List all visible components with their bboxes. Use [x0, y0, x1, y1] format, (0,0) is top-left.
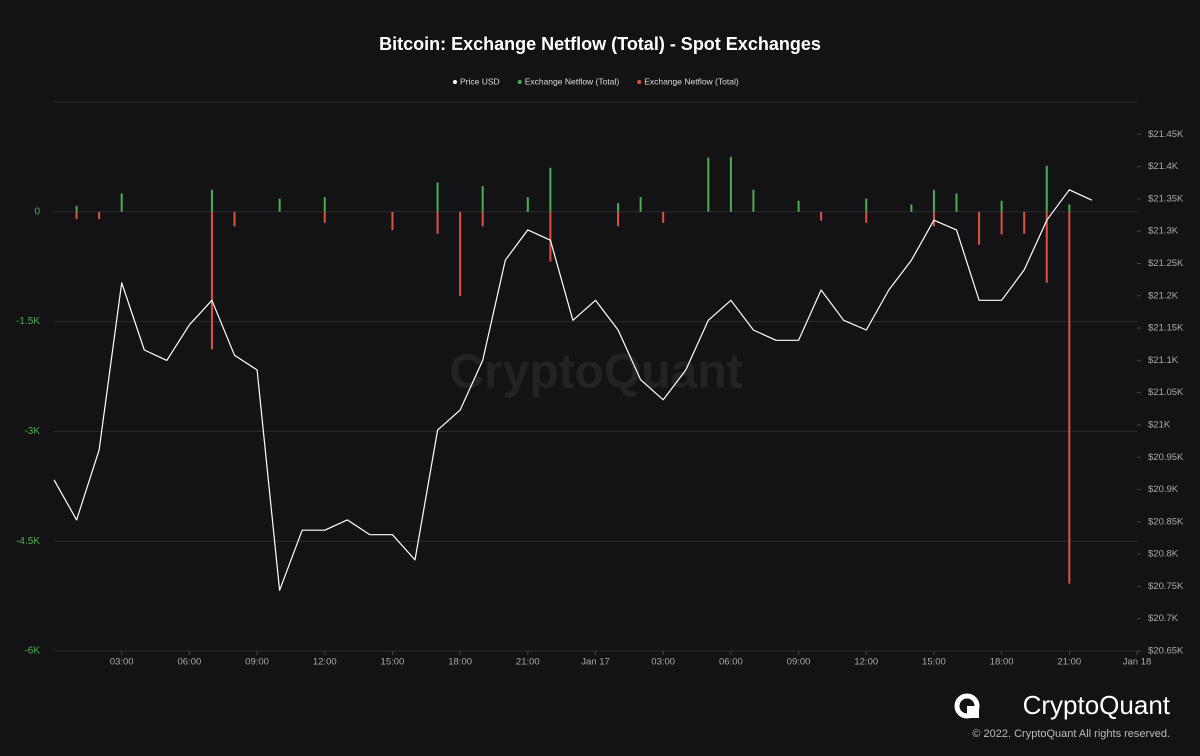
netflow-bar [932, 211, 935, 227]
netflow-bar [932, 189, 935, 212]
x-tick-label: 06:00 [177, 657, 201, 668]
netflow-bar [1045, 165, 1048, 212]
netflow-bar [707, 157, 710, 212]
y2-tick-label: $20.65K [1148, 646, 1184, 657]
netflow-bar [1023, 211, 1026, 234]
x-tick-label: 06:00 [719, 657, 743, 668]
x-tick-label: 03:00 [110, 657, 134, 668]
legend-item: Price USD [453, 76, 500, 86]
netflow-bar [1045, 211, 1048, 283]
y2-tick-label: $21.1K [1148, 355, 1179, 366]
y2-tick-label: $20.85K [1148, 516, 1184, 527]
legend-item: Exchange Netflow (Total) [637, 76, 739, 86]
netflow-bar [481, 211, 484, 227]
netflow-bar [865, 211, 868, 223]
netflow-bar [662, 211, 665, 223]
x-tick-label: Jan 18 [1123, 657, 1152, 668]
x-tick-label: 15:00 [381, 657, 405, 668]
legend-label: Exchange Netflow (Total) [525, 76, 620, 86]
netflow-bar [910, 204, 913, 212]
netflow-bar [865, 198, 868, 212]
chart-title: Bitcoin: Exchange Netflow (Total) - Spot… [379, 34, 821, 54]
y2-tick-label: $20.95K [1148, 452, 1184, 463]
x-tick-label: 21:00 [1057, 657, 1081, 668]
netflow-bar [459, 211, 462, 296]
netflow-bar [617, 211, 620, 227]
legend-label: Price USD [460, 76, 500, 86]
netflow-bar [323, 211, 326, 223]
x-tick-label: 21:00 [516, 657, 540, 668]
netflow-bar [436, 182, 439, 212]
y-tick-label: 0 [34, 206, 40, 217]
legend-label: Exchange Netflow (Total) [644, 76, 739, 86]
netflow-bar [233, 211, 236, 227]
netflow-bar [1068, 204, 1071, 212]
netflow-bar [820, 211, 823, 221]
watermark: CryptoQuant [449, 346, 742, 399]
x-tick-label: Jan 17 [581, 657, 610, 668]
brand-logo: CryptoQuant [954, 690, 1171, 720]
y2-tick-label: $21.2K [1148, 290, 1179, 301]
netflow-bar [797, 200, 800, 212]
netflow-bar [955, 193, 958, 212]
netflow-bar [210, 189, 213, 212]
y2-tick-label: $20.9K [1148, 484, 1179, 495]
y2-tick-label: $21.35K [1148, 193, 1184, 204]
legend-dot [453, 80, 457, 84]
netflow-bar [549, 167, 552, 212]
netflow-bar [75, 211, 78, 220]
x-tick-label: 18:00 [990, 657, 1014, 668]
netflow-bar [549, 211, 552, 262]
netflow-bar [639, 197, 642, 212]
x-tick-label: 03:00 [651, 657, 675, 668]
y-tick-label: -6K [24, 646, 40, 657]
copyright: © 2022. CryptoQuant All rights reserved. [972, 728, 1170, 740]
netflow-bar [1068, 211, 1071, 584]
price-line [53, 189, 1093, 591]
y2-tick-label: $21.25K [1148, 258, 1184, 269]
x-tick-label: 09:00 [787, 657, 811, 668]
netflow-bar [210, 211, 213, 350]
netflow-bar [323, 197, 326, 212]
y2-tick-label: $21.3K [1148, 226, 1179, 237]
y2-tick-label: $20.75K [1148, 581, 1184, 592]
logo-icon-corner [967, 706, 979, 718]
legend-dot [637, 80, 642, 84]
y2-tick-label: $21.15K [1148, 323, 1184, 334]
x-tick-label: 18:00 [448, 657, 472, 668]
legend-item: Exchange Netflow (Total) [517, 76, 620, 86]
netflow-bar [436, 211, 439, 234]
netflow-bar [617, 203, 620, 212]
netflow-bar [1000, 211, 1003, 235]
netflow-bar [98, 211, 101, 220]
legend-dot [517, 80, 522, 84]
netflow-bar [752, 189, 755, 212]
y2-tick-label: $21.45K [1148, 129, 1184, 140]
y-tick-label: -1.5K [16, 316, 40, 327]
netflow-bar [391, 211, 394, 231]
netflow-bar [75, 205, 78, 212]
y2-tick-label: $21.05K [1148, 387, 1184, 398]
netflow-bar [526, 197, 529, 212]
brand-name: CryptoQuant [1023, 690, 1171, 720]
netflow-bar [120, 193, 123, 212]
x-tick-label: 12:00 [313, 657, 337, 668]
y2-tick-label: $21.4K [1148, 161, 1179, 172]
y2-tick-label: $20.8K [1148, 549, 1179, 560]
netflow-bar [729, 156, 732, 212]
x-tick-label: 15:00 [922, 657, 946, 668]
netflow-bar [481, 186, 484, 212]
x-tick-label: 12:00 [854, 657, 878, 668]
netflow-bar [1000, 200, 1003, 212]
y2-tick-label: $21K [1148, 419, 1171, 430]
netflow-bar [278, 198, 281, 212]
netflow-bar [978, 211, 981, 245]
x-tick-label: 09:00 [245, 657, 269, 668]
y-tick-label: -4.5K [16, 536, 40, 547]
y-tick-label: -3K [24, 426, 40, 437]
y2-tick-label: $20.7K [1148, 613, 1179, 624]
